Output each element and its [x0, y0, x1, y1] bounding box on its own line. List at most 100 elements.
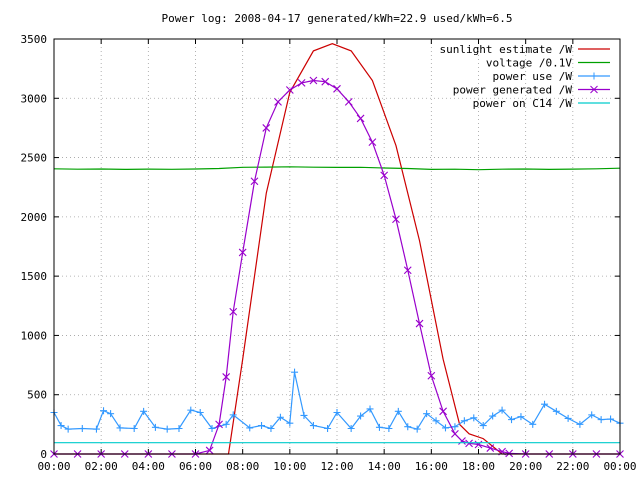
x-tick-label: 10:00 [273, 460, 306, 473]
x-tick-label: 08:00 [226, 460, 259, 473]
data-point [460, 417, 468, 425]
data-point [541, 400, 549, 408]
series-line [54, 43, 620, 455]
legend-item: power generated /W [453, 84, 610, 97]
data-point [229, 411, 237, 419]
data-point [432, 417, 440, 425]
data-point [321, 77, 330, 86]
data-point [262, 124, 271, 132]
data-point [92, 425, 100, 433]
data-point [597, 416, 605, 424]
legend-item: power on C14 /W [473, 97, 610, 110]
data-point [229, 307, 238, 316]
data-point [276, 413, 284, 421]
plot-frame [53, 38, 621, 455]
data-point [423, 410, 431, 418]
y-tick-label: 2500 [21, 152, 48, 165]
data-point [246, 424, 254, 432]
data-point [222, 420, 230, 428]
data-point [552, 407, 560, 415]
data-point [196, 409, 204, 416]
data-point [130, 425, 138, 433]
data-point [375, 423, 383, 431]
data-point [107, 410, 115, 418]
data-point [187, 406, 195, 414]
data-point [238, 248, 247, 257]
data-point [451, 429, 459, 438]
data-point [64, 425, 72, 433]
legend-item: power use /W [493, 70, 610, 83]
data-point [403, 266, 412, 275]
data-point [564, 414, 572, 422]
data-point [366, 405, 374, 413]
data-point [385, 425, 393, 433]
data-point [576, 420, 584, 428]
y-tick-label: 3000 [21, 92, 48, 105]
data-point [333, 409, 341, 416]
data-point [78, 425, 86, 433]
data-point [380, 171, 389, 180]
data-point [517, 413, 525, 421]
y-tick-label: 500 [27, 389, 47, 402]
data-point [486, 444, 495, 452]
legend-label: sunlight estimate /W [440, 43, 573, 56]
x-tick-label: 00:00 [603, 460, 636, 473]
data-point [309, 422, 317, 430]
x-tick-label: 22:00 [556, 460, 589, 473]
chart-title: Power log: 2008-04-17 generated/kWh=22.9… [162, 12, 513, 25]
data-point [607, 415, 615, 423]
y-tick-label: 3500 [21, 33, 48, 46]
data-point [344, 97, 353, 106]
data-point [479, 422, 487, 430]
y-tick-label: 1000 [21, 329, 48, 342]
data-point [451, 423, 459, 431]
data-point [465, 439, 473, 448]
x-tick-label: 12:00 [320, 460, 353, 473]
data-point [163, 425, 171, 433]
data-point [100, 407, 108, 415]
data-point [258, 422, 266, 430]
data-point [368, 138, 377, 147]
data-point [427, 371, 436, 380]
legend-marker [590, 85, 598, 94]
legend-label: voltage /0.1V [486, 57, 572, 70]
legend-item: voltage /0.1V [486, 57, 610, 70]
data-point [489, 412, 497, 420]
data-point [215, 420, 223, 429]
data-point [508, 416, 516, 424]
data-point [413, 425, 421, 433]
series-3 [50, 368, 624, 433]
legend-label: power on C14 /W [473, 97, 573, 110]
data-point [505, 449, 514, 458]
data-point [57, 422, 65, 430]
data-point [297, 78, 306, 87]
x-tick-label: 02:00 [85, 460, 118, 473]
data-point [300, 411, 308, 419]
y-tick-label: 0 [40, 448, 47, 461]
legend-label: power use /W [493, 70, 573, 83]
x-tick-label: 06:00 [179, 460, 212, 473]
series-layer [50, 43, 624, 458]
data-point [458, 437, 466, 445]
data-point [140, 407, 148, 415]
data-point [309, 76, 318, 85]
x-tick-label: 16:00 [415, 460, 448, 473]
data-point [274, 97, 282, 106]
series-line [53, 372, 621, 430]
series-line [53, 166, 621, 171]
data-point [588, 411, 596, 419]
data-point [324, 425, 332, 433]
data-point [291, 368, 299, 376]
data-point [404, 423, 412, 431]
data-point [439, 407, 448, 416]
data-point [286, 419, 294, 427]
x-tick-label: 20:00 [509, 460, 542, 473]
y-tick-label: 1500 [21, 270, 48, 283]
data-point [205, 446, 214, 455]
data-point [415, 319, 424, 328]
data-point [356, 114, 365, 123]
data-point [498, 406, 506, 414]
data-point [222, 373, 231, 381]
